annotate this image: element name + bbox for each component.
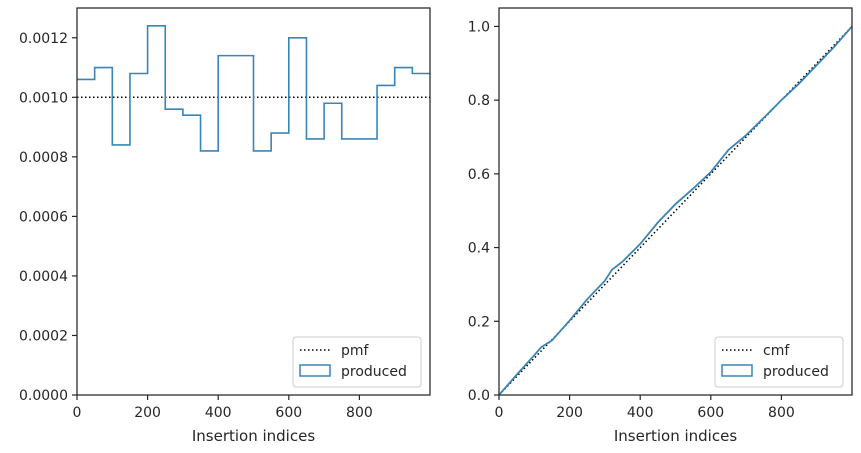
left-y-tick-label: 0.0012	[19, 31, 68, 47]
right-series-produced	[498, 25, 853, 396]
right-ticks: 0 200 400 600 800 0.0 0.2 0.4 0.6 0.8 1.0	[468, 19, 795, 421]
left-x-tick-label: 600	[275, 405, 302, 421]
right-y-tick-label: 1.0	[468, 19, 490, 35]
right-legend-produced-label: produced	[763, 364, 829, 380]
right-y-tick-label: 0.0	[468, 388, 490, 404]
right-legend: cmf produced	[714, 336, 844, 388]
right-x-tick-label: 600	[697, 405, 724, 421]
left-x-tick-label: 400	[205, 405, 232, 421]
right-legend-produced-swatch	[721, 364, 753, 377]
right-chart: 0 200 400 600 800 0.0 0.2 0.4 0.6 0.8 1.0 Insertio…	[468, 7, 853, 445]
right-marks	[498, 25, 853, 396]
left-legend-produced-label: produced	[341, 364, 407, 380]
left-axes-frame	[76, 7, 431, 396]
right-plot-area	[499, 8, 852, 395]
left-y-tick-label: 0.0006	[19, 209, 68, 225]
left-legend: pmf produced	[292, 336, 422, 388]
left-x-tick-label: 800	[346, 405, 373, 421]
left-series-produced	[77, 25, 430, 152]
left-x-tick-label: 0	[73, 405, 82, 421]
right-x-tick-label: 400	[627, 405, 654, 421]
right-y-tick-label: 0.8	[468, 93, 490, 109]
left-y-tick-label: 0.0000	[19, 388, 68, 404]
left-ticks: 0 200 400 600 800 0.0000 0.0002 0.0004 0.0006 0.0…	[19, 31, 373, 421]
right-x-axis-label: Insertion indices	[614, 427, 737, 445]
left-legend-produced-swatch	[299, 364, 331, 377]
right-y-tick-label: 0.4	[468, 241, 490, 257]
left-x-axis-label: Insertion indices	[192, 427, 315, 445]
right-axes-frame	[498, 7, 853, 396]
right-x-tick-label: 200	[556, 405, 583, 421]
left-legend-pmf-label: pmf	[341, 343, 370, 359]
left-marks	[77, 25, 430, 152]
left-y-tick-label: 0.0004	[19, 269, 68, 285]
left-y-tick-label: 0.0008	[19, 150, 68, 166]
right-y-tick-label: 0.2	[468, 314, 490, 330]
right-legend-cmf-label: cmf	[763, 343, 790, 359]
left-chart: 0 200 400 600 800 0.0000 0.0002 0.0004 0.0006 0.0…	[19, 7, 431, 445]
left-x-tick-label: 200	[134, 405, 161, 421]
left-y-tick-label: 0.0002	[19, 328, 68, 344]
left-y-tick-label: 0.0010	[19, 90, 68, 106]
right-y-tick-label: 0.6	[468, 167, 490, 183]
right-x-tick-label: 0	[495, 405, 504, 421]
right-x-tick-label: 800	[768, 405, 795, 421]
